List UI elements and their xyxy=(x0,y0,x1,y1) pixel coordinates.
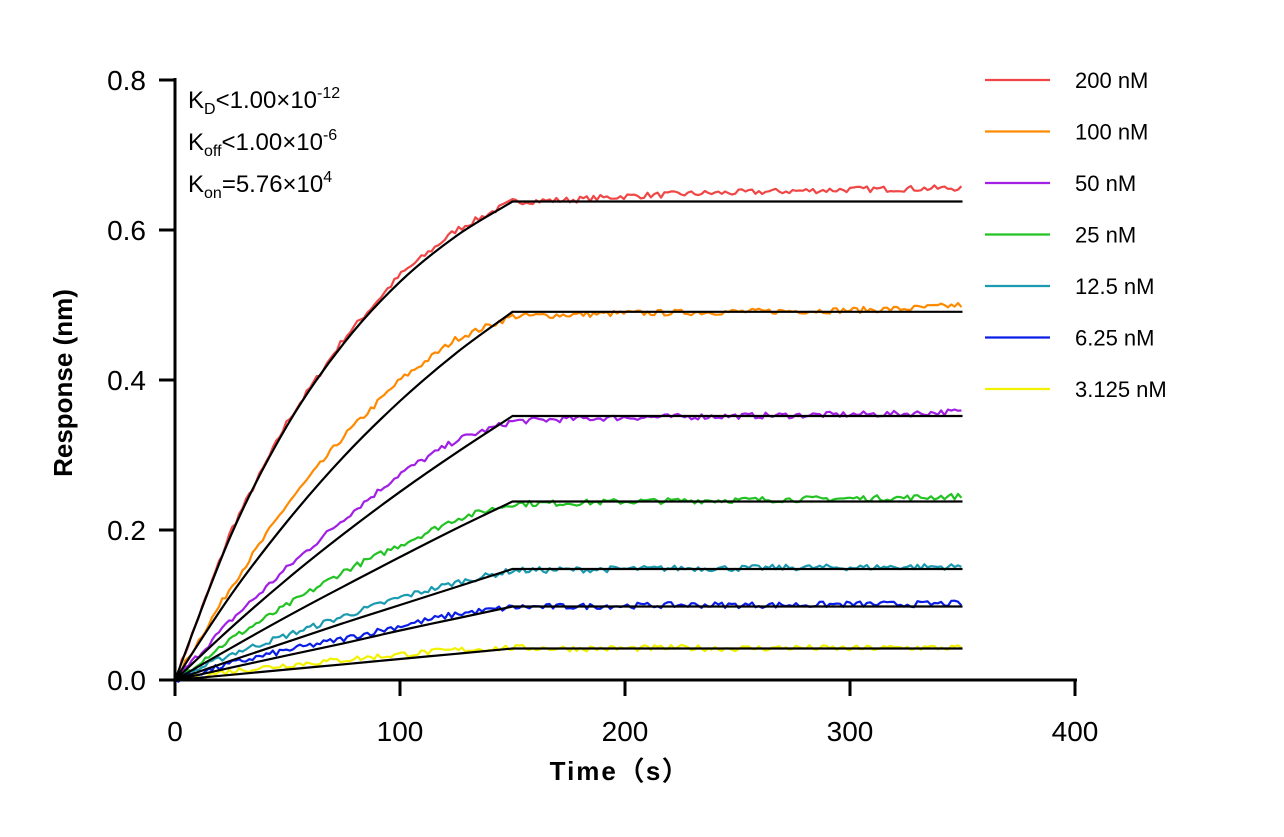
y-tick-label: 0.2 xyxy=(107,515,146,546)
series-12_5-nm-fit xyxy=(174,567,963,682)
legend-label: 6.25 nM xyxy=(1075,326,1155,351)
kd-annotation: KD<1.00×10-12 xyxy=(188,85,340,118)
x-axis-title: Time（s） xyxy=(550,756,691,786)
legend-label: 3.125 nM xyxy=(1075,377,1167,402)
series-12_5-nm-trace xyxy=(174,563,962,681)
series-25-nm-fit xyxy=(174,500,963,681)
series-50-nm-trace xyxy=(174,408,962,681)
y-axis-title: Response (nm) xyxy=(48,289,78,477)
legend-label: 12.5 nM xyxy=(1075,274,1155,299)
legend-item-12_5-nm: 12.5 nM xyxy=(985,274,1155,299)
series-25-nm-trace xyxy=(174,492,963,681)
fit-layer xyxy=(173,200,963,682)
series-200-nm-fit xyxy=(173,200,963,681)
series-100-nm-fit xyxy=(174,310,963,681)
series-6_25-nm-trace xyxy=(174,599,963,683)
x-tick-label: 400 xyxy=(1052,716,1099,747)
y-tick-label: 0.0 xyxy=(107,665,146,696)
legend-item-3_125-nm: 3.125 nM xyxy=(985,377,1167,402)
x-tick-label: 300 xyxy=(827,716,874,747)
series-200-nm-trace xyxy=(174,184,963,681)
series-100-nm-trace xyxy=(173,302,963,681)
kon-annotation: Kon=5.76×104 xyxy=(188,169,332,202)
koff-annotation: Koff<1.00×10-6 xyxy=(188,127,337,160)
x-tick-label: 100 xyxy=(377,716,424,747)
legend-label: 50 nM xyxy=(1075,171,1136,196)
legend-label: 25 nM xyxy=(1075,223,1136,248)
series-6_25-nm-fit xyxy=(174,605,963,682)
y-tick-label: 0.8 xyxy=(107,65,146,96)
x-tick-label: 0 xyxy=(167,716,183,747)
kinetics-annotation: KD<1.00×10-12 Koff<1.00×10-6 Kon=5.76×10… xyxy=(188,85,340,202)
legend: 200 nM 100 nM 50 nM 25 nM 12.5 nM 6.25 nM 3.12… xyxy=(985,68,1167,402)
legend-item-50-nm: 50 nM xyxy=(985,171,1136,196)
x-tick-label: 200 xyxy=(602,716,649,747)
legend-item-200-nm: 200 nM xyxy=(985,68,1148,93)
y-tick-label: 0.6 xyxy=(107,215,146,246)
legend-item-25-nm: 25 nM xyxy=(985,223,1136,248)
legend-item-6_25-nm: 6.25 nM xyxy=(985,326,1155,351)
legend-label: 200 nM xyxy=(1075,68,1148,93)
y-tick-label: 0.4 xyxy=(107,365,146,396)
series-50-nm-fit xyxy=(174,414,963,681)
series-3_125-nm-fit xyxy=(174,647,963,682)
ticks-layer: 0 100 200 300 400 0.0 0.2 0.4 0.6 0.8 xyxy=(107,65,1098,747)
legend-label: 100 nM xyxy=(1075,120,1148,145)
legend-item-100-nm: 100 nM xyxy=(985,120,1148,145)
